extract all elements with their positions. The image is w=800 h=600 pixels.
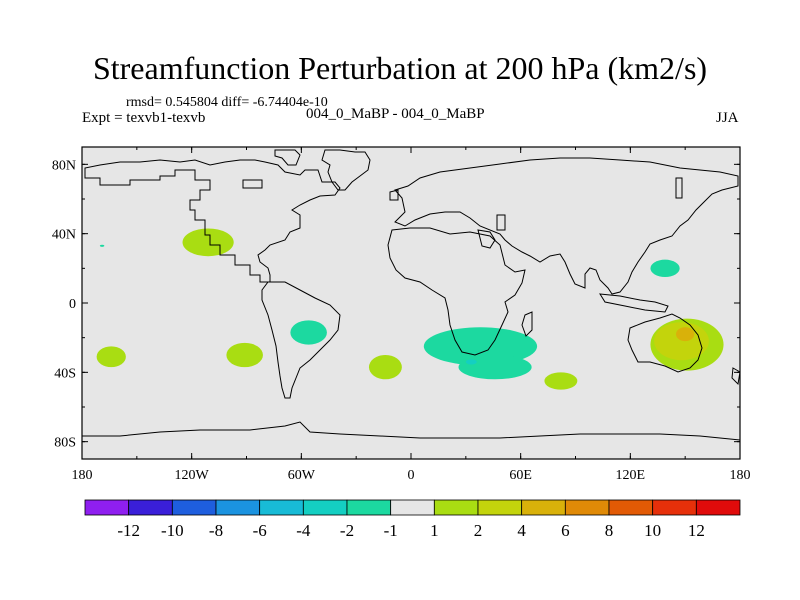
coast-antarctica [82,421,741,441]
colorbar-swatch-1 [84,499,130,516]
anomaly-region-4 [96,346,126,368]
map-background [82,147,740,459]
anomaly-region-1 [182,228,234,257]
colorbar-label: 12 [688,521,705,540]
y-tick-label: 40N [52,228,76,243]
colorbar-label: 4 [517,521,526,540]
colorbar-swatch-5 [259,499,304,516]
colorbar-label: -2 [340,521,354,540]
coast-indonesia [599,293,669,313]
map-area [81,146,741,460]
coast-sakhalin [675,177,683,199]
colorbar-swatch-4 [215,499,261,516]
case-pair-label: 004_0_MaBP - 004_0_MaBP [306,106,485,122]
season-label: JJA [716,110,739,126]
colorbar: -12 -10 -8 -6 -4 -2 -1 1 2 4 6 8 10 12 [84,499,741,540]
anomaly-region-13 [654,322,709,361]
y-tick-label: 40S [54,366,76,381]
colorbar-swatch-12 [564,499,610,516]
coast-madagascar [521,311,533,337]
anomaly-region-10 [544,372,578,390]
anomaly-region-8 [458,355,532,380]
colorbar-label: 6 [561,521,570,540]
x-axis: 180 120W 60W 0 60E 120E 180 [72,147,751,483]
colorbar-label: -4 [296,521,311,540]
coast-australia [627,313,703,373]
x-tick-label: 60E [509,468,532,483]
y-tick-label: 0 [69,297,76,312]
anomaly-region-2 [99,244,105,247]
x-tick-label: 180 [730,468,751,483]
coast-north-america [84,159,341,283]
colorbar-label: -12 [117,521,140,540]
coast-eurasia [394,157,739,295]
colorbar-label: -10 [161,521,184,540]
x-tick-label: 180 [72,468,93,483]
colorbar-swatch-6 [302,499,348,516]
y-tick-label: 80N [52,158,76,173]
y-axis: 80N 40N 0 40S 80S [52,158,740,451]
coastlines [82,149,741,441]
coast-new-zealand [731,367,741,386]
coast-south-america [261,281,341,399]
colorbar-swatch-9 [433,499,479,516]
x-tick-label: 120E [616,468,646,483]
colorbar-label: 8 [605,521,614,540]
colorbar-swatch-14 [652,499,697,516]
colorbar-label: 1 [430,521,439,540]
x-tick-label: 120W [175,468,210,483]
x-tick-label: 0 [408,468,415,483]
coast-caspian [496,214,506,231]
anomaly-region-11 [650,259,680,278]
colorbar-swatch-15 [695,499,741,516]
colorbar-swatch-8 [390,499,435,516]
plot-title: Streamfunction Perturbation at 200 hPa (… [92,50,708,86]
y-tick-label: 80S [54,436,76,451]
coast-hudson [242,179,263,189]
colorbar-label: -6 [253,521,267,540]
coast-britain [389,189,399,201]
anomaly-region-14 [676,327,695,342]
coast-arabia-inlet [477,229,496,249]
colorbar-label: 10 [644,521,661,540]
colorbar-swatch-3 [171,499,217,516]
anomaly-region-9 [465,359,477,365]
colorbar-swatch-10 [477,499,523,516]
colorbar-label: 2 [474,521,483,540]
colorbar-swatch-2 [128,499,173,516]
anomaly-region-7 [423,327,538,366]
coast-africa [387,227,526,356]
anomaly-region-6 [368,355,402,380]
stats-label: rmsd= 0.545804 diff= -6.74404e-10 [126,95,328,110]
colorbar-swatch-11 [521,499,566,516]
colorbar-label: -1 [384,521,398,540]
anomaly-region-3 [290,320,327,345]
colorbar-swatch-13 [608,499,654,516]
experiment-label: Expt = texvb1-texvb [82,110,206,126]
coast-greenland [321,149,371,191]
colorbar-swatch-7 [346,499,392,516]
anomaly-region-5 [226,342,263,368]
coast-baffin [274,149,301,166]
x-tick-label: 60W [288,468,316,483]
colorbar-label: -8 [209,521,223,540]
